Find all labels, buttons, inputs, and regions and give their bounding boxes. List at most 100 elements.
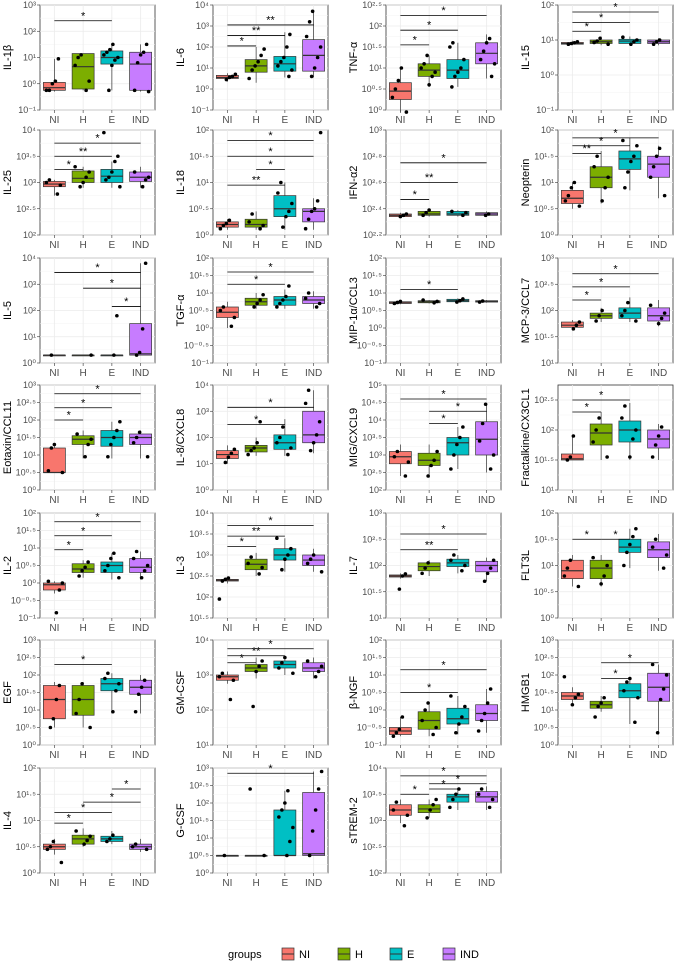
x-tick-label: E — [455, 368, 462, 379]
x-tick-label: H — [253, 495, 260, 506]
x-tick-label: IND — [650, 240, 667, 251]
point-IND — [306, 388, 311, 393]
point-IND — [305, 561, 310, 566]
point-NI — [401, 213, 406, 218]
point-IND — [477, 439, 482, 443]
sig-label: * — [268, 159, 273, 171]
y-tick-label: 10² — [23, 415, 36, 425]
point-E — [106, 671, 110, 676]
y-tick-label: 10¹ — [23, 332, 36, 342]
x-tick-label: H — [80, 368, 87, 379]
sig-label: * — [268, 262, 273, 274]
sig-label: * — [95, 511, 100, 523]
point-IND — [319, 664, 324, 669]
x-tick-label: NI — [395, 750, 405, 761]
point-NI — [50, 81, 55, 86]
x-tick-label: NI — [567, 368, 577, 379]
point-H — [86, 560, 90, 564]
point-E — [276, 64, 280, 68]
y-axis-label: IL-7 — [348, 556, 360, 575]
panel-24: 10⁰ 10⁰·⁵ 10¹ 10¹·⁵ 10² * * * * NI H E IND IL-4 — [2, 763, 156, 889]
point-IND — [661, 687, 666, 691]
point-IND — [133, 709, 138, 714]
y-tick-label: 10³ — [23, 178, 36, 188]
point-H — [424, 210, 428, 215]
point-IND — [313, 674, 318, 679]
point-IND — [655, 730, 660, 735]
point-H — [87, 79, 91, 83]
point-IND — [483, 402, 488, 407]
x-tick-label: E — [455, 495, 462, 506]
sig-label: * — [613, 668, 618, 680]
point-IND — [142, 678, 147, 683]
y-tick-label: 10⁻¹ — [18, 105, 36, 115]
y-tick-label: 10² — [23, 230, 36, 240]
point-H — [425, 816, 429, 820]
point-E — [110, 63, 114, 68]
point-H — [256, 59, 260, 64]
point-E — [629, 42, 633, 46]
y-tick-label: 10⁰ — [368, 105, 382, 115]
y-tick-label: 10² — [196, 125, 209, 135]
point-E — [635, 143, 639, 148]
x-tick-label: NI — [49, 240, 59, 251]
point-H — [77, 697, 81, 702]
box-E — [446, 707, 470, 725]
y-tick-label: 10³·⁵ — [362, 433, 382, 443]
y-tick-label: 10⁰ — [368, 323, 382, 333]
point-NI — [406, 460, 411, 464]
point-NI — [568, 455, 573, 459]
panel-13: 10⁰ 10¹ 10² 10³ 10⁴ * * NI H E IND IL-8/CXCL8 — [175, 380, 329, 506]
x-tick-label: E — [282, 750, 289, 761]
y-axis-label: MCP-3/CCL7 — [520, 278, 532, 343]
point-H — [87, 170, 91, 174]
x-tick-label: NI — [222, 750, 232, 761]
x-tick-label: NI — [395, 495, 405, 506]
x-tick-label: NI — [222, 623, 232, 634]
x-tick-label: NI — [49, 750, 59, 761]
point-IND — [134, 549, 139, 554]
point-NI — [218, 226, 223, 231]
point-IND — [316, 669, 321, 674]
sig-label: * — [441, 5, 446, 17]
sig-label: * — [95, 383, 100, 395]
point-NI — [223, 577, 228, 582]
x-tick-label: H — [598, 240, 605, 251]
point-IND — [662, 193, 667, 198]
point-IND — [144, 847, 149, 852]
point-E — [103, 568, 107, 573]
y-tick-label: 10¹ — [541, 485, 554, 495]
y-tick-label: 10⁻⁰·⁵ — [11, 596, 36, 606]
point-E — [459, 66, 463, 70]
box-E — [618, 420, 642, 443]
point-H — [427, 83, 431, 87]
panel-12: 10⁰ 10⁰·⁵ 10¹ 10¹·⁵ 10² 10²·⁵ 10³ * * * NI H E IND Eot… — [2, 380, 156, 506]
box-H — [244, 445, 268, 453]
point-NI — [396, 78, 401, 83]
box-IND — [302, 208, 325, 223]
y-tick-label: 10⁰·⁵ — [189, 204, 210, 214]
y-tick-label: 10⁰ — [540, 740, 554, 750]
point-IND — [314, 305, 319, 309]
point-NI — [565, 566, 570, 570]
point-H — [260, 659, 264, 663]
sig-label: * — [81, 654, 86, 666]
point-E — [284, 214, 288, 219]
y-axis-label: IL-4 — [2, 811, 14, 830]
point-H — [85, 838, 89, 843]
sig-label: ** — [582, 143, 591, 155]
point-E — [280, 808, 284, 812]
point-IND — [479, 718, 484, 723]
y-axis-label: Eotaxin/CCL11 — [2, 401, 14, 474]
point-IND — [310, 9, 315, 14]
sig-label: * — [413, 784, 418, 796]
point-E — [461, 213, 465, 218]
box-E — [446, 59, 470, 79]
x-tick-label: E — [109, 623, 116, 634]
x-tick-label: IND — [132, 750, 149, 761]
point-H — [250, 68, 254, 72]
y-tick-label: 10² — [541, 425, 554, 435]
x-tick-label: IND — [478, 750, 495, 761]
box-NI — [561, 559, 584, 579]
